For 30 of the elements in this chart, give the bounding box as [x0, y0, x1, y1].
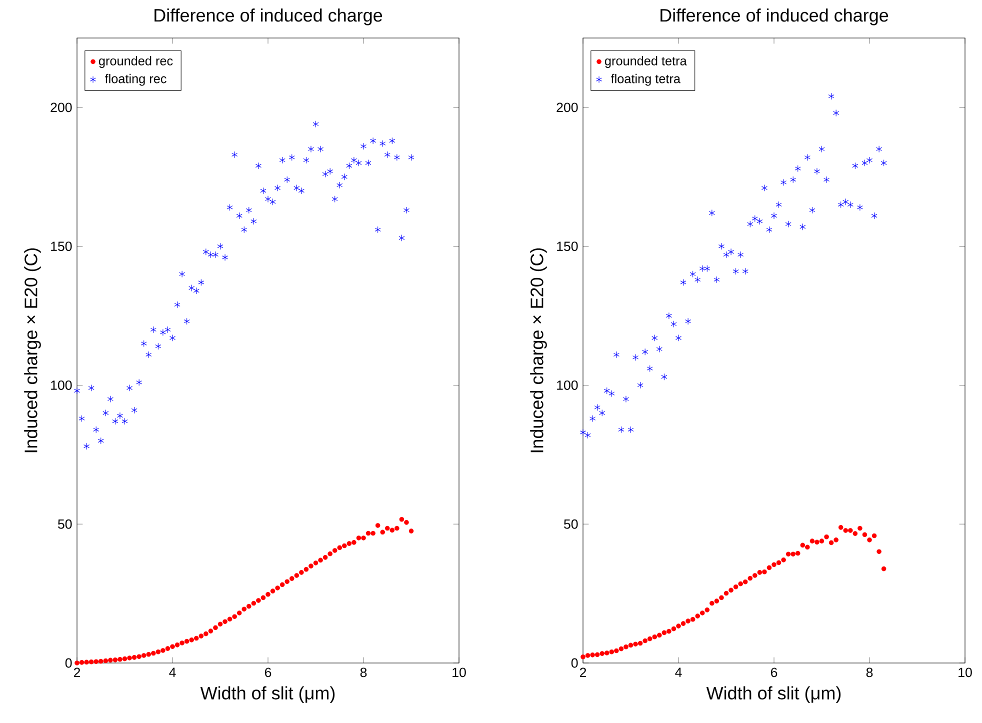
- y-tick-label: 150: [51, 242, 72, 252]
- x-tick-label: 4: [169, 668, 176, 677]
- y-tick-label: 150: [557, 242, 578, 252]
- y-tick-label: 0: [571, 658, 578, 668]
- x-axis-title: Width of slit (μm): [200, 686, 335, 704]
- y-axis-title: Induced charge × E20 (C): [530, 248, 547, 452]
- legend-label: floating rec: [104, 74, 166, 86]
- y-tick-label: 100: [51, 380, 72, 390]
- x-tick-label: 2: [580, 668, 586, 678]
- x-tick-label: 10: [452, 668, 466, 678]
- legend-label: grounded rec: [98, 56, 173, 68]
- legend-label: grounded tetra: [604, 56, 687, 68]
- x-tick-label: 8: [360, 668, 367, 678]
- y-tick-label: 0: [65, 658, 72, 668]
- y-tick-label: 200: [556, 102, 578, 112]
- x-axis-title: Width of slit (μm): [706, 686, 841, 704]
- y-tick-label: 200: [50, 102, 72, 112]
- x-tick-label: 2: [74, 668, 80, 678]
- x-tick-label: 8: [866, 668, 873, 678]
- y-tick-label: 50: [58, 519, 72, 529]
- x-tick-label: 10: [958, 668, 972, 678]
- y-axis-title: Induced charge × E20 (C): [24, 248, 41, 452]
- legend-label: floating tetra: [610, 74, 680, 86]
- chart-title: Difference of induced charge: [660, 8, 888, 26]
- y-tick-label: 50: [564, 519, 578, 529]
- x-tick-label: 6: [264, 668, 272, 678]
- x-tick-label: 6: [770, 668, 778, 678]
- x-tick-label: 4: [675, 668, 682, 677]
- y-tick-label: 100: [557, 380, 578, 390]
- chart-title: Difference of induced charge: [154, 8, 382, 26]
